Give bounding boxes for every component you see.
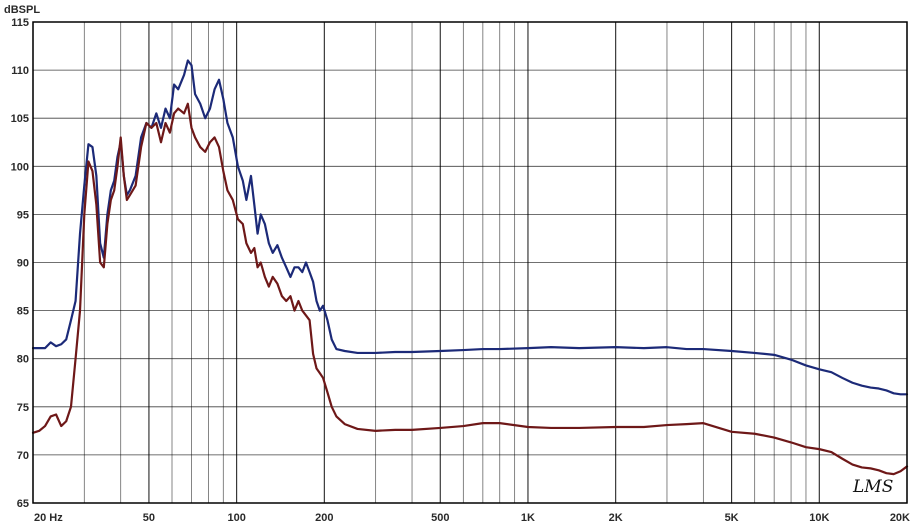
x-tick-label: 1K xyxy=(521,512,535,524)
y-axis-label: dBSPL xyxy=(4,4,40,16)
x-tick-label: 100 xyxy=(227,512,245,524)
x-tick-label: 500 xyxy=(431,512,449,524)
x-tick-label: 5K xyxy=(725,512,739,524)
y-tick-label: 105 xyxy=(11,113,29,125)
x-tick-label: 50 xyxy=(143,512,155,524)
y-tick-label: 110 xyxy=(11,65,29,77)
series-line-1 xyxy=(31,59,909,396)
x-tick-label: 200 xyxy=(315,512,333,524)
series-layer xyxy=(31,59,909,476)
y-tick-label: 95 xyxy=(17,209,29,221)
x-tick-label: 20K xyxy=(890,512,910,524)
y-tick-label: 70 xyxy=(17,450,29,462)
y-tick-label: 90 xyxy=(17,258,29,270)
lms-watermark: LMS xyxy=(852,477,893,497)
x-tick-label: 20 Hz xyxy=(34,512,63,524)
plot-frame xyxy=(32,21,908,504)
y-tick-label: 100 xyxy=(11,161,29,173)
x-tick-label: 10K xyxy=(809,512,829,524)
y-tick-label: 65 xyxy=(17,498,29,510)
series-line-2 xyxy=(31,102,909,476)
x-tick-label: 2K xyxy=(609,512,623,524)
y-tick-label: 115 xyxy=(11,17,29,29)
x-tick-labels: 20 Hz 50 100 200 500 1K 2K 5K 10K 20K xyxy=(34,512,910,524)
y-tick-label: 75 xyxy=(17,402,29,414)
y-tick-labels: 65 70 75 80 85 90 95 100 105 110 115 xyxy=(11,17,29,510)
y-tick-label: 80 xyxy=(17,354,29,366)
y-tick-label: 85 xyxy=(17,306,29,318)
